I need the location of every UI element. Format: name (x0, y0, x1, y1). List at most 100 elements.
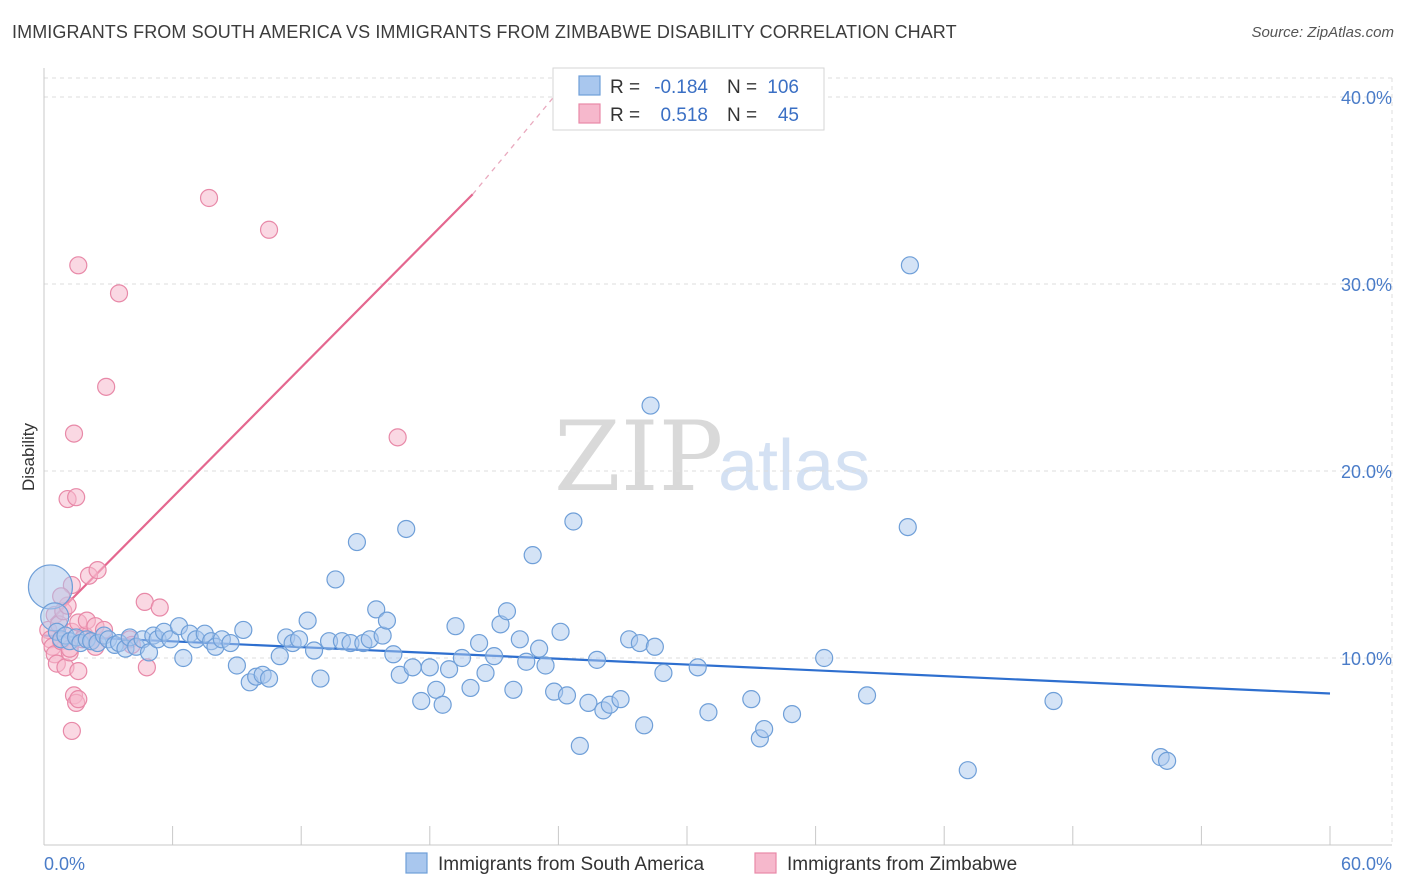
south-america-point (635, 716, 654, 735)
source-credit: Source: ZipAtlas.com (1251, 24, 1394, 41)
south-america-point (564, 512, 583, 531)
correlation-legend: R = -0.184 N = 106 R = 0.518 N = 45 (552, 67, 825, 131)
south-america-point (347, 532, 367, 552)
south-america-point (427, 680, 446, 699)
series-legend-swatch-blue (405, 852, 428, 874)
south-america-point (326, 570, 345, 589)
south-america-point (557, 686, 577, 705)
y-tick-label-20: 20.0% (1341, 462, 1392, 482)
x-tick-label-max: 60.0% (1341, 854, 1392, 874)
legend-swatch-blue (578, 75, 601, 96)
zimbabwe-point (69, 256, 88, 275)
south-america-point (289, 630, 309, 649)
south-america-point (311, 669, 330, 688)
zimbabwe-point (67, 488, 86, 507)
south-america-point (377, 611, 397, 630)
south-america-point (298, 611, 317, 630)
trend-line-south-america (43, 634, 1331, 695)
south-america-point (630, 633, 649, 653)
south-america-point (510, 630, 529, 649)
trend-line-zimbabwe-extension (472, 90, 559, 195)
south-america-point (373, 626, 392, 645)
south-america-point (611, 690, 630, 709)
south-america-point (645, 637, 664, 656)
points-zimbabwe (39, 188, 407, 741)
south-america-point (139, 643, 159, 662)
zimbabwe-point (150, 598, 169, 617)
y-tick-label-30: 30.0% (1341, 275, 1392, 295)
zimbabwe-point (88, 561, 107, 580)
south-america-point (476, 663, 495, 683)
south-america-point (523, 546, 542, 565)
south-america-point (259, 669, 279, 688)
axes (43, 68, 1392, 846)
south-america-point (397, 519, 416, 539)
zimbabwe-point (97, 377, 116, 396)
south-america-point (900, 256, 920, 275)
zimbabwe-point (109, 284, 129, 303)
zimbabwe-point (388, 428, 407, 447)
south-america-point (504, 680, 523, 699)
legend-swatch-pink (578, 103, 601, 124)
zimbabwe-point (69, 661, 88, 681)
south-america-point (304, 641, 324, 660)
south-america-point (497, 602, 517, 621)
legend-n-label-2: N = (727, 105, 757, 126)
south-america-point (579, 693, 598, 712)
south-america-point (452, 648, 472, 668)
south-america-point (420, 658, 439, 677)
series-legend-swatch-pink (754, 852, 777, 874)
south-america-point (898, 517, 917, 537)
south-america-point (221, 633, 240, 653)
legend-r-value-2: 0.518 (660, 105, 708, 126)
legend-n-value-1: 106 (767, 77, 799, 98)
y-axis-label: Disability (19, 422, 38, 491)
south-america-point (755, 719, 774, 739)
south-america-point (958, 761, 977, 780)
south-america-point (161, 630, 180, 649)
south-america-point (742, 690, 761, 709)
watermark-atlas: atlas (718, 426, 870, 506)
south-america-point (570, 736, 589, 755)
south-america-point (433, 695, 452, 714)
zimbabwe-point (137, 658, 156, 677)
series-legend-label-pink: Immigrants from Zimbabwe (787, 854, 1017, 875)
south-america-point (1158, 751, 1177, 770)
south-america-point (227, 656, 246, 675)
south-america-point (857, 686, 877, 705)
legend-r-label-2: R = (610, 105, 640, 126)
zimbabwe-point (69, 690, 88, 709)
tick-labels: 10.0% 20.0% 30.0% 40.0% 0.0% 60.0% (44, 88, 1392, 874)
zimbabwe-point (259, 220, 279, 239)
south-america-point (815, 648, 834, 668)
legend-r-label-1: R = (610, 77, 640, 98)
south-america-point (412, 691, 431, 711)
y-tick-label-40: 40.0% (1341, 88, 1392, 108)
south-america-point (384, 645, 403, 664)
south-america-point (461, 678, 480, 698)
south-america-point (536, 656, 555, 675)
trend-lines (43, 90, 1331, 695)
south-america-point (699, 703, 718, 722)
zimbabwe-point (62, 721, 81, 741)
south-america-point (654, 663, 673, 683)
legend-n-value-2: 45 (778, 105, 799, 126)
south-america-point (688, 658, 707, 677)
south-america-point (782, 704, 802, 724)
south-america-point (485, 647, 504, 666)
series-legend: Immigrants from South America Immigrants… (405, 852, 1017, 875)
south-america-point (367, 600, 386, 619)
south-america-point (270, 647, 289, 666)
south-america-point (174, 648, 193, 668)
south-america-point (1044, 691, 1063, 711)
zimbabwe-point (64, 424, 84, 443)
south-america-point (551, 622, 570, 641)
legend-n-label-1: N = (727, 77, 757, 98)
south-america-point (403, 658, 422, 677)
chart-title: IMMIGRANTS FROM SOUTH AMERICA VS IMMIGRA… (12, 22, 957, 42)
south-america-point (27, 564, 74, 610)
trend-line-zimbabwe (49, 193, 474, 622)
south-america-point (517, 652, 536, 671)
watermark-zip: ZIP (554, 401, 723, 513)
